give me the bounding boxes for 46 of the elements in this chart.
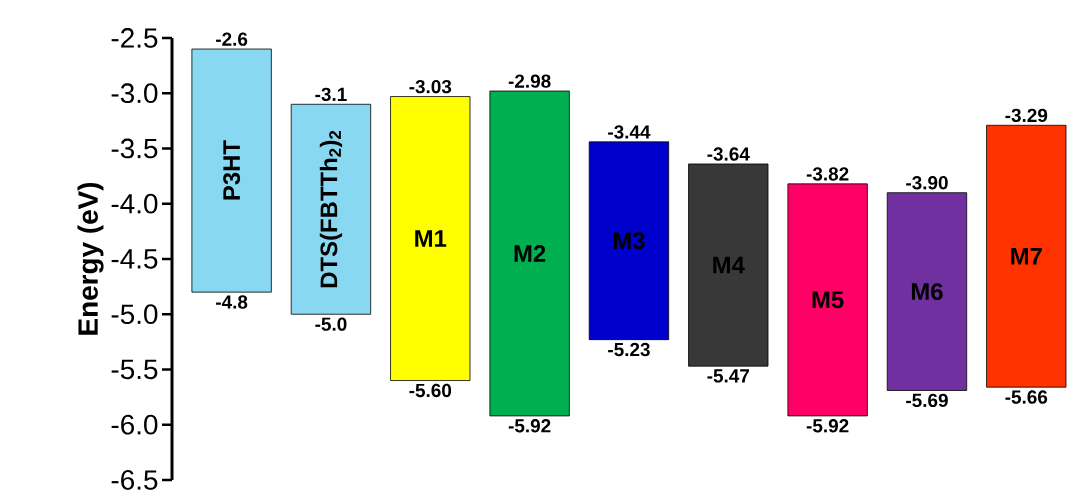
y-tick-label: -3.5 xyxy=(111,138,158,159)
annotation: -5.69 xyxy=(906,393,948,408)
bar xyxy=(688,163,769,367)
x-tick-label: P3HT xyxy=(223,140,241,200)
annotation: -2.6 xyxy=(216,32,248,46)
bar xyxy=(390,96,471,381)
y-tick-label: -4.5 xyxy=(111,249,158,269)
x-tick-label: M6 xyxy=(911,283,943,301)
y-tick-label: -6.5 xyxy=(111,470,158,490)
annotation: -3.44 xyxy=(608,125,651,139)
annotation: -3.64 xyxy=(707,147,750,161)
bar xyxy=(290,103,372,315)
x-tick-label: DTS(FBTTh$_{2}$)$_{2}$ xyxy=(319,130,343,288)
annotation: -5.0 xyxy=(315,317,347,331)
x-tick-label: M2 xyxy=(514,245,546,262)
annotation: -5.92 xyxy=(806,419,849,433)
y-axis-title: Energy (eV) xyxy=(77,182,104,335)
y-tick-label: -4.0 xyxy=(111,193,158,214)
y-tick-label: -5.0 xyxy=(111,304,158,325)
x-tick-label: M1 xyxy=(415,230,447,247)
annotation: -5.92 xyxy=(508,419,551,433)
annotation: -3.29 xyxy=(1005,108,1048,123)
annotation: -5.66 xyxy=(1005,390,1048,404)
x-tick-label: M7 xyxy=(1011,248,1042,265)
annotation: -3.1 xyxy=(315,87,347,102)
bar xyxy=(489,90,570,417)
y-tick-label: -5.5 xyxy=(111,359,158,380)
x-tick-label: M5 xyxy=(812,291,844,309)
bar xyxy=(191,48,272,293)
bar xyxy=(886,192,968,391)
y-tick-label: -2.5 xyxy=(111,28,158,48)
y-tick-label: -3.0 xyxy=(111,83,158,104)
annotation: -5.60 xyxy=(409,383,452,398)
x-tick-label: M3 xyxy=(613,232,645,250)
annotation: -4.8 xyxy=(216,295,248,309)
bar xyxy=(787,183,868,417)
y-tick-label: -6.0 xyxy=(111,414,158,435)
bar xyxy=(986,124,1067,388)
bar xyxy=(588,141,670,341)
annotation: -5.47 xyxy=(707,369,750,383)
annotation: -2.98 xyxy=(508,74,551,88)
annotation: -3.03 xyxy=(409,79,452,94)
annotation: -3.90 xyxy=(906,176,948,190)
x-tick-label: M4 xyxy=(713,256,745,274)
annotation: -3.82 xyxy=(806,167,849,181)
annotation: -5.23 xyxy=(608,342,650,357)
